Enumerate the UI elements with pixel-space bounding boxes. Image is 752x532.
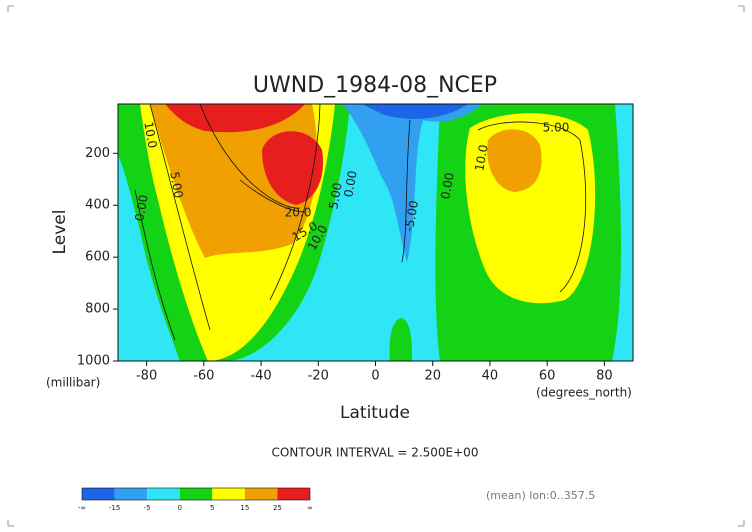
colorbar-swatch [147,488,180,500]
contour-line [149,104,211,331]
x-tick-label: 20 [424,369,441,384]
colorbar-label: 5 [210,504,214,512]
contour-fill [165,104,305,133]
x-tick-label: -20 [308,369,329,384]
plot-area: 10.05.000.00 20.015.010.05.000.00-5.000.0… [118,104,633,361]
colorbar-swatch [277,488,310,500]
contour-line [134,189,176,341]
colorbar-label: -5 [144,504,151,512]
colorbar-label: 0 [177,504,181,512]
contour-interval: CONTOUR INTERVAL = 2.500E+00 [272,446,479,460]
corner-marks [7,5,745,527]
contour-label: -5.00 [402,199,421,232]
contour-fill [487,129,542,192]
contour-line [199,104,301,209]
y-tick-label: 600 [85,250,110,265]
contour-label: 0.00 [132,194,150,223]
x-tick-label: 40 [482,369,499,384]
colorbar-label: -15 [109,504,120,512]
y-tick-label: 200 [85,146,110,161]
y-axis-label: Level [50,210,70,255]
contour-label: 20.0 [285,206,312,220]
colorbar-swatch [244,488,278,500]
contour-label: 5.00 [543,121,570,135]
colorbar-label: 25 [273,504,282,512]
y-tick-label: 400 [85,198,110,213]
x-axis-label: Latitude [340,403,410,423]
x-tick-label: 0 [371,369,379,384]
colorbar-swatch [82,488,115,500]
colorbar-frame [81,487,311,501]
x-tick-label: -80 [136,369,157,384]
contour-line [239,179,306,213]
y-tick-label: 800 [85,302,110,317]
contour-label: 10.0 [141,121,159,150]
note: (mean) lon:0..357.5 [486,489,595,502]
contour-line [401,119,411,263]
colorbar-swatch [179,488,213,500]
contour-line [269,104,321,301]
contour-line [477,121,587,293]
contour-label: 0.00 [438,172,456,201]
y-unit: (millibar) [46,376,100,390]
colorbar-label: -∞ [78,504,86,512]
contour-fill [342,104,482,262]
x-tick-label: 60 [539,369,556,384]
x-tick-label: -60 [193,369,214,384]
contour-fill [262,131,323,205]
contour-label: 5.00 [326,182,344,211]
contour-label: 5.00 [167,171,185,200]
contour-fill [362,104,468,119]
axes: -80 -60 -40 -20 0 20 40 60 80 200 400 600 800 1000 [77,103,634,384]
contour-fill [389,318,412,361]
chart-title: UWND_1984-08_NCEP [253,73,497,98]
contour-label: 0.00 [341,170,359,199]
x-unit: (degrees_north) [536,386,632,400]
x-tick-label: 80 [596,369,613,384]
colorbar-swatch [114,488,148,500]
colorbar-swatch [212,488,245,500]
y-tick-label: 1000 [77,354,110,369]
contour-label: 10.0 [472,144,490,173]
colorbar-label: ∞ [307,504,313,512]
colorbar-label: 15 [240,504,249,512]
x-tick-label: -40 [250,369,271,384]
